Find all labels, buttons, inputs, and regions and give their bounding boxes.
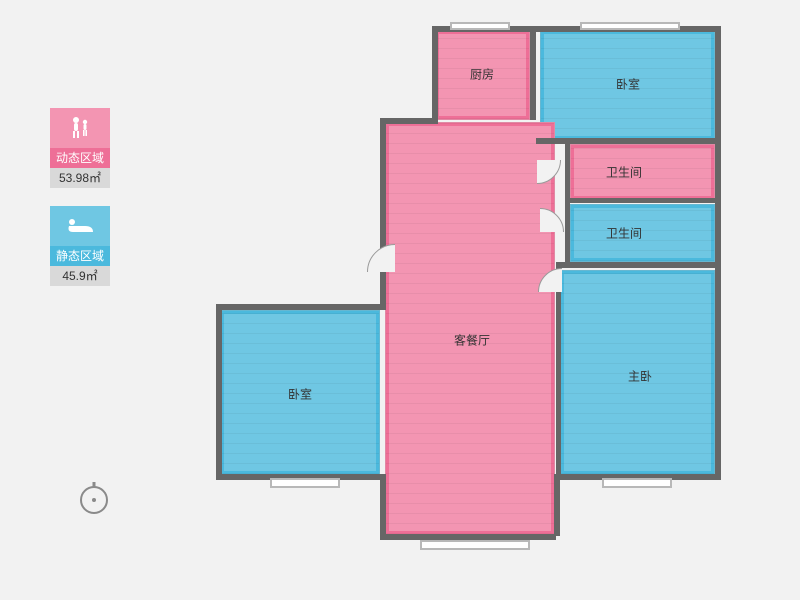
wall-segment	[432, 26, 438, 124]
wall-segment	[380, 118, 438, 124]
window-segment	[450, 22, 510, 30]
wall-segment	[216, 304, 386, 310]
legend-static-value: 45.9㎡	[50, 266, 110, 286]
wall-segment	[380, 118, 386, 308]
room-master	[560, 270, 715, 475]
window-segment	[602, 478, 672, 488]
legend: 动态区域 53.98㎡ 静态区域 45.9㎡	[50, 108, 120, 304]
wall-segment	[536, 138, 720, 144]
wall-segment	[556, 266, 561, 476]
legend-dynamic-label: 动态区域	[50, 148, 110, 168]
wall-segment	[565, 198, 717, 203]
legend-static-icon	[50, 206, 110, 246]
wall-segment	[715, 26, 721, 480]
wall-segment	[530, 30, 536, 120]
compass-icon	[76, 480, 112, 516]
legend-static: 静态区域 45.9㎡	[50, 206, 110, 286]
window-segment	[270, 478, 340, 488]
room-kitchen	[435, 30, 530, 120]
legend-static-label: 静态区域	[50, 246, 110, 266]
room-bedroom_l	[220, 310, 380, 475]
room-bedroom_top	[540, 30, 715, 140]
wall-segment	[565, 144, 570, 262]
wall-segment	[380, 474, 386, 536]
wall-segment	[554, 474, 560, 536]
window-segment	[420, 540, 530, 550]
wall-segment	[556, 262, 718, 268]
legend-dynamic-icon	[50, 108, 110, 148]
floor-plan: 厨房卧室卫生间卫生间客餐厅卧室主卧	[210, 20, 750, 580]
wall-segment	[216, 304, 222, 480]
window-segment	[580, 22, 680, 30]
room-bath_blue	[570, 204, 715, 262]
room-bath_pink	[570, 144, 715, 200]
legend-dynamic: 动态区域 53.98㎡	[50, 108, 110, 188]
legend-dynamic-value: 53.98㎡	[50, 168, 110, 188]
room-living	[385, 122, 555, 535]
